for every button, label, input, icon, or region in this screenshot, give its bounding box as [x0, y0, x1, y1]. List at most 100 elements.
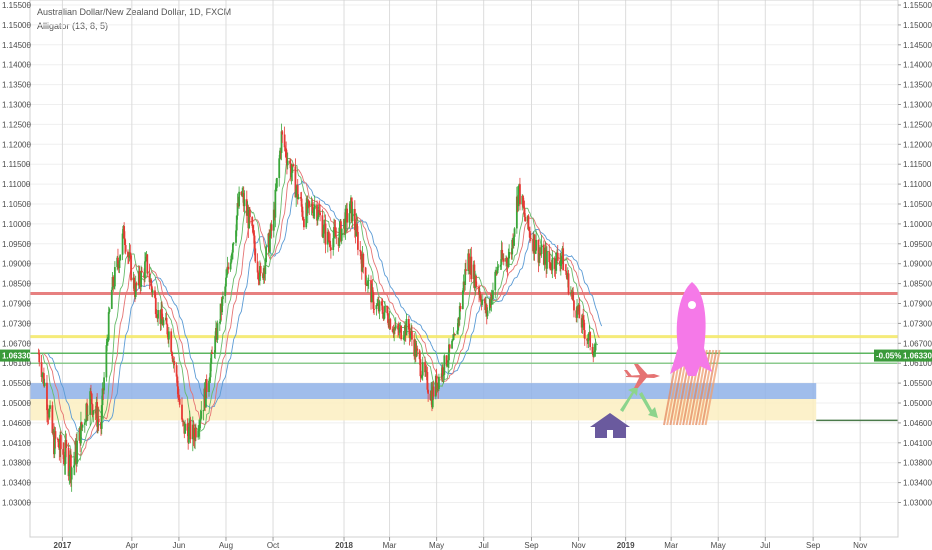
candle-body	[198, 421, 201, 430]
candle-body	[565, 270, 568, 275]
candle-body	[380, 301, 383, 306]
candle-body	[335, 236, 338, 238]
candle-body	[140, 270, 143, 273]
y-tick-label-left: 1.11500	[2, 160, 31, 169]
candle-body	[113, 267, 116, 287]
candle-body	[386, 306, 389, 314]
candle-body	[46, 382, 48, 411]
candle-body	[318, 209, 321, 213]
candle-body	[519, 184, 521, 205]
candle-body	[46, 410, 49, 414]
candle-body	[295, 189, 298, 198]
candle-body	[151, 290, 154, 293]
candle-body	[593, 351, 595, 357]
x-tick-label: Mar	[383, 541, 397, 550]
y-tick-label-right: 1.12500	[903, 120, 932, 129]
candle-body	[91, 404, 94, 415]
x-tick-label: Jun	[172, 541, 185, 550]
candle-body	[492, 290, 494, 299]
candle-body	[370, 287, 373, 303]
candle-body	[232, 242, 235, 244]
candle-body	[535, 239, 538, 251]
candle-body	[583, 319, 585, 331]
y-tick-label-left: 1.15000	[2, 21, 31, 30]
candle-body	[49, 405, 51, 409]
candle-body	[107, 312, 110, 341]
candle-body	[329, 240, 332, 248]
x-tick-label: May	[711, 541, 726, 550]
candle-body	[257, 272, 260, 280]
candle-body	[328, 240, 331, 242]
plot-frame	[29, 0, 899, 538]
candle-body	[221, 299, 224, 313]
y-tick-label-left: 1.12000	[2, 140, 31, 149]
candle-body	[284, 147, 287, 149]
candle-body	[294, 166, 297, 198]
candle-body	[381, 305, 384, 314]
y-tick-label-right: 1.06700	[903, 339, 932, 348]
y-tick-label-right: 1.15000	[903, 21, 932, 30]
candle-body	[265, 246, 267, 263]
candle-body	[218, 321, 221, 324]
y-tick-label-right: 1.08500	[903, 280, 932, 289]
candle-body	[313, 204, 316, 210]
candle-body	[378, 301, 381, 312]
rocket-fire	[701, 349, 718, 426]
candle-body	[394, 328, 396, 330]
candle-body	[68, 471, 71, 477]
candle-body	[259, 266, 262, 274]
candle-body	[97, 418, 100, 423]
candle-body	[130, 255, 132, 281]
candle-body	[589, 332, 592, 347]
candle-body	[375, 305, 378, 310]
candle-body	[591, 346, 594, 354]
candle-body	[70, 467, 73, 480]
candle-body	[144, 256, 147, 262]
candle-body	[523, 208, 526, 217]
candle-body	[96, 402, 99, 427]
candle-body	[572, 291, 575, 301]
change-pct-label: -0.05%	[876, 352, 901, 361]
candle-body	[451, 340, 453, 349]
plane-wing	[624, 364, 648, 388]
candle-body	[583, 330, 586, 339]
candle-body	[281, 131, 284, 135]
candle-body	[283, 134, 286, 148]
candle-body	[135, 282, 138, 286]
candle-body	[197, 430, 200, 438]
support-zone	[30, 399, 817, 421]
candle-body	[274, 189, 277, 218]
candle-body	[73, 465, 75, 468]
candle-body	[67, 448, 70, 477]
candle-body	[219, 303, 222, 322]
x-tick-label: Nov	[571, 541, 585, 550]
candle-body	[441, 367, 444, 377]
candle-body	[272, 209, 275, 231]
candle-body	[92, 410, 95, 415]
candle-body	[289, 163, 292, 178]
candle-body	[445, 355, 448, 366]
candle-body	[134, 282, 137, 298]
candle-body	[540, 244, 543, 254]
candle-body	[362, 253, 365, 268]
candle-body	[162, 320, 165, 326]
y-tick-label-right: 1.05500	[903, 379, 932, 388]
candle-body	[398, 327, 401, 333]
candle-body	[394, 325, 397, 329]
candle-body	[311, 203, 314, 211]
candle-body	[210, 352, 213, 364]
y-tick-label-right: 1.11000	[903, 180, 932, 189]
candle-body	[387, 313, 389, 323]
y-tick-label-left: 1.07300	[2, 319, 31, 328]
candle-body	[367, 280, 369, 287]
candle-body	[48, 408, 51, 418]
y-tick-label-left: 1.03400	[2, 479, 31, 488]
x-tick-label: May	[429, 541, 444, 550]
x-tick-label: Sep	[806, 541, 821, 550]
candle-body	[301, 206, 304, 217]
candle-body	[225, 274, 228, 278]
candle-body	[151, 286, 153, 293]
candle-body	[391, 328, 394, 332]
